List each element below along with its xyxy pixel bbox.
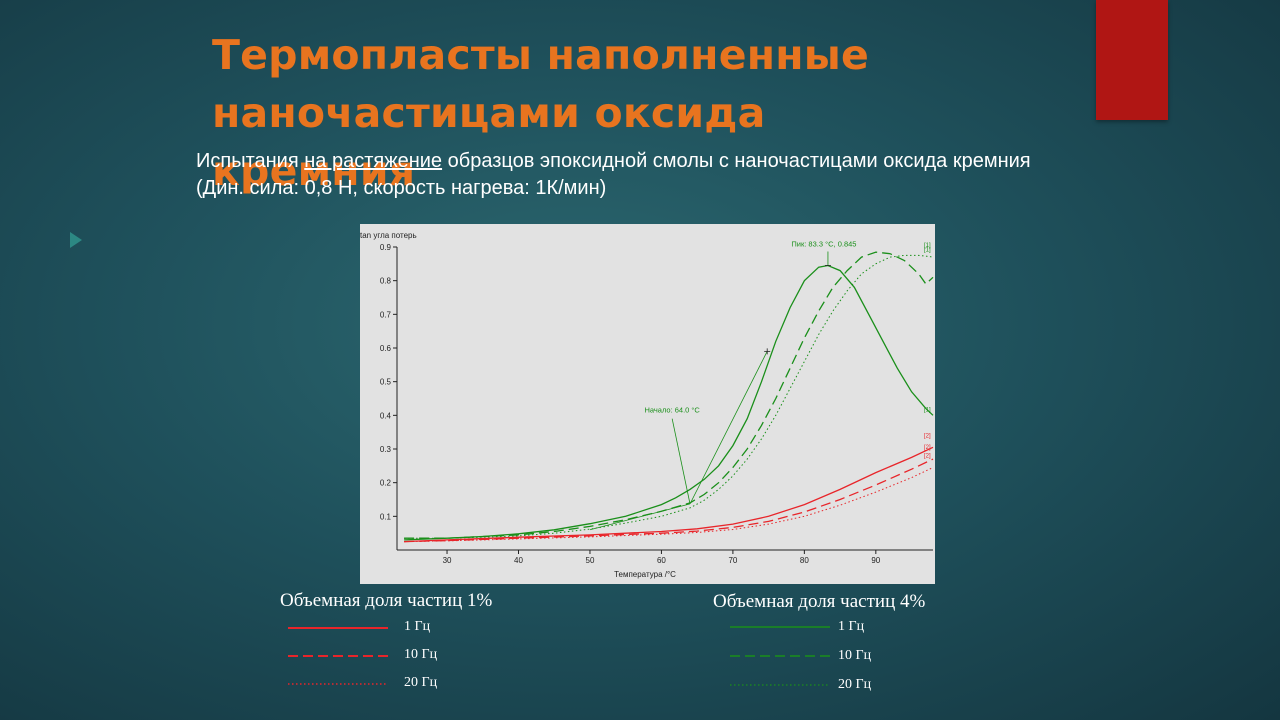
y-tick-label: 0.2 [380, 479, 392, 488]
x-tick-label: 40 [514, 556, 523, 565]
accent-red-bar [1096, 0, 1168, 120]
peak-annotation: Пик: 83.3 °C, 0.845 [791, 240, 856, 249]
onset-leader-line [671, 418, 691, 504]
subtitle-pre: Испытания [196, 150, 305, 172]
series-end-label-2: [1] [924, 247, 931, 253]
series-line-4 [404, 446, 934, 543]
legend-4pct-label-20hz: 20 Гц [838, 677, 872, 692]
series-end-label-4: [2] [924, 433, 931, 439]
series-line-1 [404, 264, 934, 541]
legend-1pct: Объемная доля частиц 1% 1 Гц 10 Гц 20 Гц [280, 590, 580, 700]
x-tick-label: 80 [800, 556, 809, 565]
x-tick-label: 50 [586, 556, 595, 565]
series-end-label-5: [2] [924, 445, 931, 451]
series-line-3 [404, 254, 934, 539]
x-tick-label: 90 [871, 556, 880, 565]
legend-1pct-title: Объемная доля частиц 1% [280, 590, 493, 611]
y-tick-label: 0.7 [380, 310, 392, 319]
slide-title: Термопласты наполненные наночастицами ок… [212, 31, 870, 195]
legend-4pct-label-10hz: 10 Гц [838, 648, 872, 663]
y-tick-label: 0.1 [380, 512, 392, 521]
y-axis-label: tan угла потерь [360, 231, 417, 240]
chart-svg: 0.1 0.2 0.3 0.4 0.5 0.6 0.7 0.8 0.9 30 40 50 60 70 80 9… [360, 231, 934, 579]
x-axis-label: Температура /°C [614, 570, 676, 579]
slide-subtitle: Испытания на растяжение образцов эпоксид… [196, 148, 1056, 202]
series-line-5 [404, 458, 934, 543]
series-end-label-1: [1] [924, 407, 931, 413]
decorative-triangle-icon [70, 232, 82, 248]
onset-slope-tangent [689, 351, 768, 505]
series-end-label-3: [1] [924, 243, 931, 249]
y-tick-label: 0.6 [380, 344, 392, 353]
x-tick-label: 60 [657, 556, 666, 565]
subtitle-underlined: на растяжение [304, 150, 443, 172]
plot-area [397, 247, 933, 550]
onset-annotation: Начало: 64.0 °C [644, 406, 700, 415]
subtitle-post: образцов эпоксидной смолы с наночастицам… [196, 150, 1031, 199]
legend-4pct: Объемная доля частиц 4% 1 Гц 10 Гц 20 Гц [713, 591, 1013, 701]
x-tick-label: 70 [728, 556, 737, 565]
y-tick-label: 0.5 [380, 378, 392, 387]
legend-1pct-label-1hz: 1 Гц [404, 619, 431, 634]
y-tick-label: 0.3 [380, 445, 392, 454]
onset-baseline-tangent [589, 503, 691, 531]
y-tick-label: 0.9 [380, 243, 392, 252]
y-tick-label: 0.4 [380, 411, 392, 420]
tan-delta-chart: 0.1 0.2 0.3 0.4 0.5 0.6 0.7 0.8 0.9 30 40 50 60 70 80 9… [360, 224, 935, 584]
series-line-2 [404, 251, 934, 539]
legend-1pct-label-20hz: 20 Гц [404, 675, 438, 690]
x-tick-label: 30 [443, 556, 452, 565]
series-end-label-6: [2] [924, 454, 931, 460]
y-tick-label: 0.8 [380, 277, 392, 286]
legend-4pct-label-1hz: 1 Гц [838, 619, 865, 634]
legend-4pct-title: Объемная доля частиц 4% [713, 591, 926, 612]
legend-1pct-label-10hz: 10 Гц [404, 647, 438, 662]
